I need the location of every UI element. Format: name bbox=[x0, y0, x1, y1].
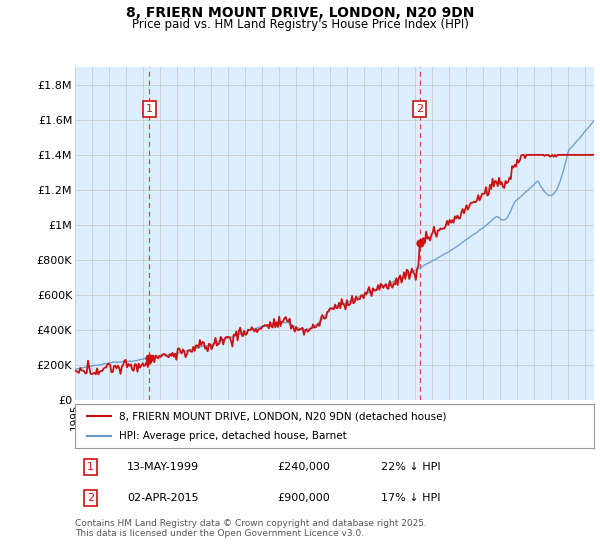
Text: Price paid vs. HM Land Registry's House Price Index (HPI): Price paid vs. HM Land Registry's House … bbox=[131, 18, 469, 31]
Text: Contains HM Land Registry data © Crown copyright and database right 2025.
This d: Contains HM Land Registry data © Crown c… bbox=[75, 519, 427, 538]
Text: 2: 2 bbox=[416, 104, 423, 114]
Text: 2: 2 bbox=[87, 493, 94, 503]
Text: HPI: Average price, detached house, Barnet: HPI: Average price, detached house, Barn… bbox=[119, 431, 347, 441]
Text: 02-APR-2015: 02-APR-2015 bbox=[127, 493, 199, 503]
Text: 1: 1 bbox=[87, 462, 94, 472]
Text: £240,000: £240,000 bbox=[277, 462, 330, 472]
Text: 1: 1 bbox=[146, 104, 153, 114]
Text: 8, FRIERN MOUNT DRIVE, LONDON, N20 9DN: 8, FRIERN MOUNT DRIVE, LONDON, N20 9DN bbox=[126, 6, 474, 20]
Text: 17% ↓ HPI: 17% ↓ HPI bbox=[381, 493, 441, 503]
Text: 22% ↓ HPI: 22% ↓ HPI bbox=[381, 462, 441, 472]
Text: £900,000: £900,000 bbox=[277, 493, 330, 503]
Text: 8, FRIERN MOUNT DRIVE, LONDON, N20 9DN (detached house): 8, FRIERN MOUNT DRIVE, LONDON, N20 9DN (… bbox=[119, 411, 446, 421]
Text: 13-MAY-1999: 13-MAY-1999 bbox=[127, 462, 199, 472]
